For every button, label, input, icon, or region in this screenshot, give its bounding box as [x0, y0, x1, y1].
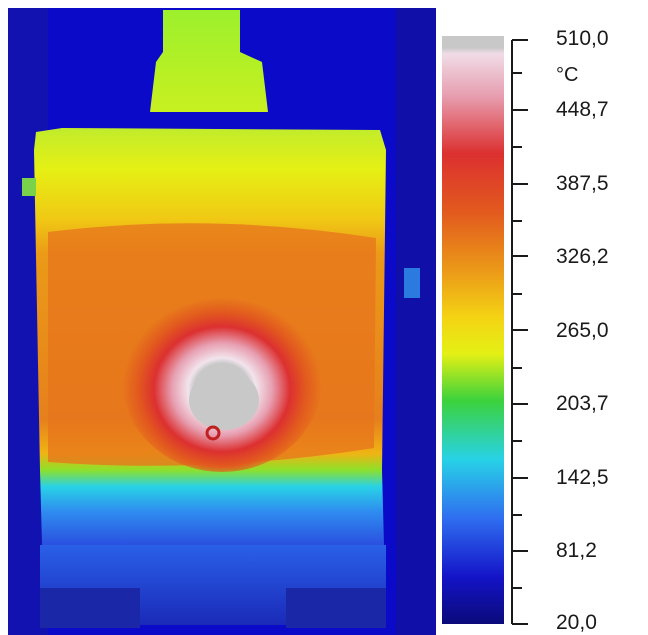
scale-tick-label: 142,5: [556, 466, 609, 489]
scale-tick-label: 203,7: [556, 392, 609, 415]
measurement-marker: [205, 425, 221, 441]
scale-tick-label: 81,2: [556, 539, 597, 562]
scale-unit: °C: [556, 64, 579, 86]
scale-tick-label: 20,0: [556, 611, 597, 634]
chimney: [150, 10, 268, 112]
scale-tick-label: 448,7: [556, 98, 609, 121]
scale-axis: [511, 39, 528, 625]
scale-tick-label: 265,0: [556, 319, 609, 342]
scale-tick-label: 326,2: [556, 245, 609, 268]
temperature-scale-bar: [442, 36, 504, 624]
scale-tick-label: 387,5: [556, 172, 609, 195]
scale-tick-label: 510,0: [556, 27, 609, 50]
